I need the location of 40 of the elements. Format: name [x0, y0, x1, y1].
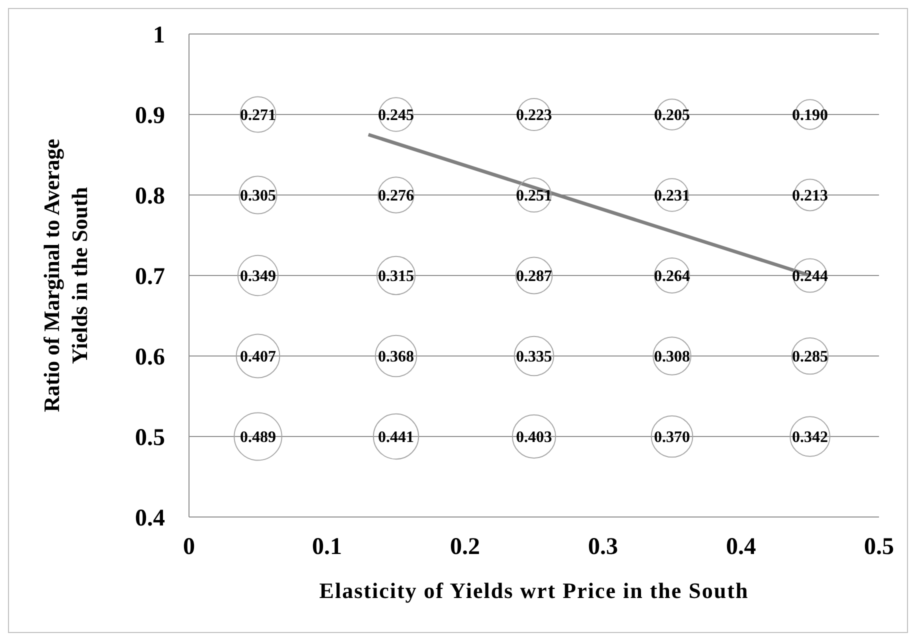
x-axis-title: Elasticity of Yields wrt Price in the South: [319, 578, 749, 603]
data-label: 0.264: [654, 268, 690, 286]
x-tick-label: 0.4: [726, 534, 756, 560]
data-label: 0.213: [792, 188, 828, 205]
data-label: 0.370: [654, 429, 690, 446]
data-label: 0.205: [654, 107, 690, 124]
data-label: 0.315: [378, 268, 414, 286]
data-label: 0.489: [240, 429, 276, 446]
x-tick-label: 0.5: [864, 534, 894, 560]
y-tick-label: 0.6: [135, 344, 165, 371]
data-label: 0.190: [792, 107, 828, 124]
x-tick-label: 0.2: [450, 534, 480, 560]
data-label: 0.287: [516, 268, 552, 286]
data-label: 0.368: [378, 348, 414, 366]
data-label: 0.441: [378, 429, 414, 446]
data-label: 0.244: [792, 268, 828, 286]
data-label: 0.349: [240, 268, 276, 286]
y-axis-title: Ratio of Marginal to Average Yields in the South: [39, 138, 92, 412]
data-label: 0.276: [378, 188, 414, 205]
x-tick-label: 0.3: [588, 534, 618, 560]
y-tick-label: 0.9: [135, 103, 165, 130]
y-tick-label: 0.5: [135, 425, 165, 452]
data-label: 0.407: [240, 348, 276, 366]
data-label: 0.285: [792, 348, 828, 366]
y-tick-label: 0.7: [135, 264, 165, 290]
data-label: 0.245: [378, 107, 414, 124]
x-tick-label: 0: [183, 534, 195, 560]
data-label: 0.271: [240, 107, 276, 124]
data-label: 0.342: [792, 429, 828, 446]
y-tick-label: 1: [153, 22, 165, 49]
data-label: 0.223: [516, 107, 552, 124]
y-tick-label: 0.4: [135, 506, 165, 532]
data-label: 0.305: [240, 188, 276, 205]
data-label: 0.251: [516, 188, 552, 205]
x-tick-label: 0.1: [312, 534, 342, 560]
data-label: 0.403: [516, 429, 552, 446]
data-label: 0.308: [654, 348, 690, 366]
data-label: 0.335: [516, 348, 552, 366]
y-tick-label: 0.8: [135, 184, 165, 210]
data-label: 0.231: [654, 188, 690, 205]
